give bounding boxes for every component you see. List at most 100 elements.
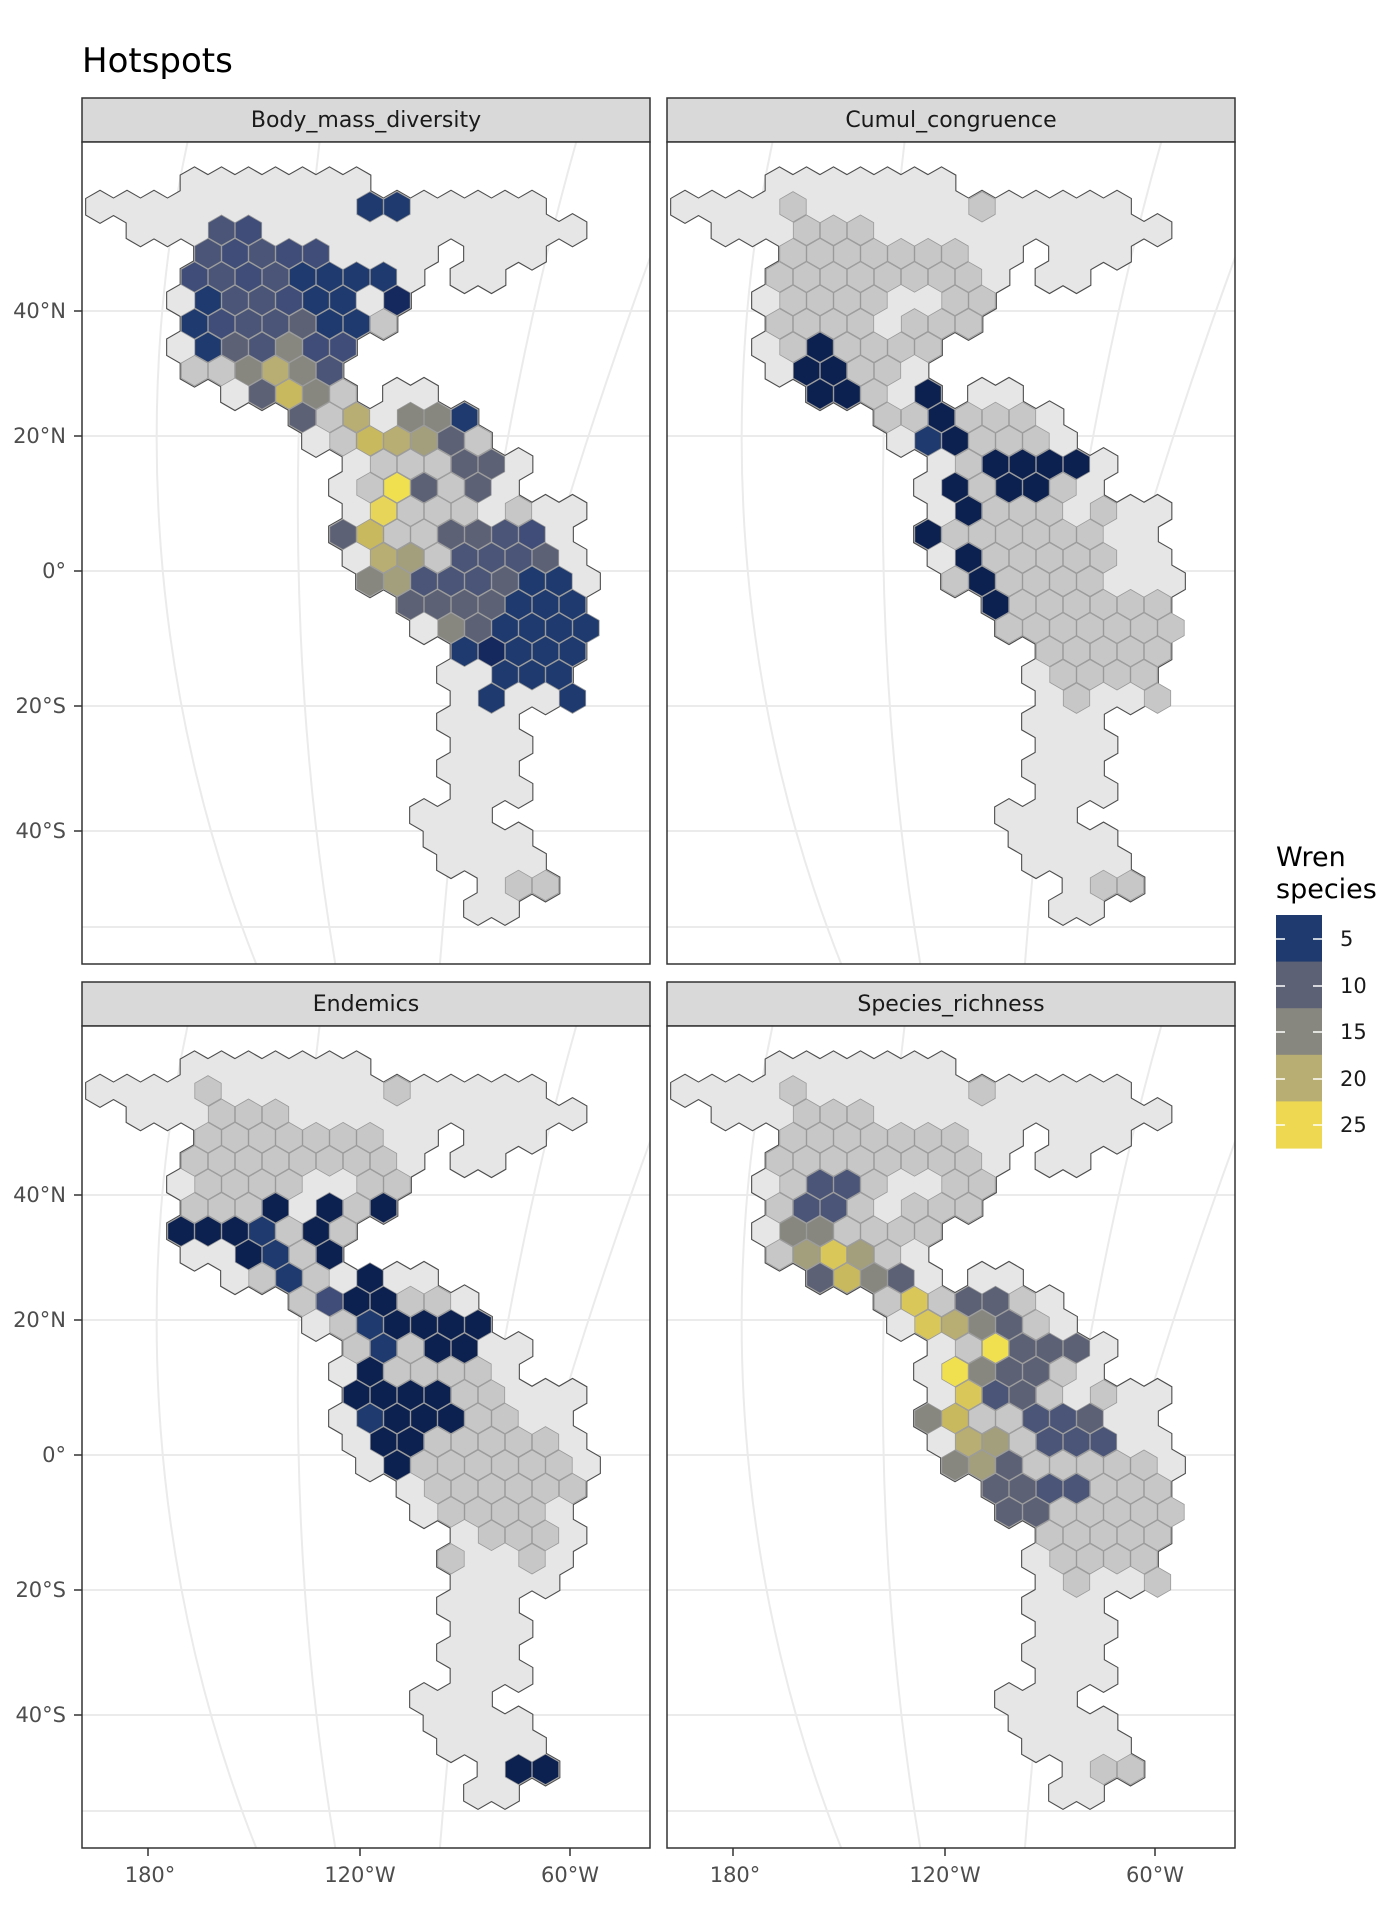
hex-cell [968, 471, 996, 504]
hex-cell [1035, 542, 1064, 574]
hex-cell [1035, 1426, 1064, 1458]
hex-cell [531, 1472, 560, 1505]
hex-cell [1008, 401, 1037, 434]
hex-cell [819, 308, 848, 340]
hex-cell [302, 237, 330, 270]
hex-cell [329, 1121, 357, 1154]
hex-cell [1103, 1543, 1131, 1575]
hex-cell [779, 1075, 807, 1107]
hex-cell [356, 191, 384, 223]
hex-cell [1130, 612, 1158, 644]
hex-cell [954, 261, 983, 293]
hex-cell [806, 1215, 834, 1247]
hex-cell [954, 308, 983, 340]
hex-cell [1062, 448, 1091, 480]
hex-cell [396, 495, 425, 527]
y-tick-label: 20°S [15, 1578, 66, 1602]
hex-cell [504, 542, 533, 574]
hex-cell [968, 425, 996, 457]
hex-cell [1143, 1566, 1172, 1598]
x-tick-label: 120°W [324, 1863, 396, 1887]
hex-cell [1035, 1472, 1064, 1505]
x-tick-label: 60°W [1126, 1863, 1184, 1887]
map-panel [667, 142, 1235, 964]
hex-cell [518, 1543, 546, 1575]
hex-cell [410, 518, 438, 551]
hex-cell [1022, 612, 1050, 644]
hex-cell [860, 1168, 888, 1201]
hex-cell [1076, 1543, 1104, 1575]
hex-cell [806, 378, 834, 410]
hex-cell [396, 448, 425, 480]
hex-cell [954, 448, 983, 480]
hex-cell [383, 1355, 411, 1388]
hex-cell [369, 1192, 398, 1224]
hex-cell [1022, 425, 1050, 457]
hex-cell [954, 1192, 983, 1224]
hex-cell [329, 284, 357, 317]
hex-cell [383, 191, 411, 223]
hex-cell [941, 565, 969, 597]
hex-cell [941, 1168, 969, 1201]
legend-break-label: 15 [1340, 1020, 1367, 1044]
hex-cell [504, 588, 533, 621]
hex-cell [288, 354, 317, 387]
hex-cell [846, 214, 875, 246]
hex-cell [1103, 659, 1131, 691]
hex-cell [846, 1098, 875, 1130]
hex-cell [833, 1168, 861, 1201]
hex-cell [1130, 1543, 1158, 1575]
hex-cell [194, 237, 222, 270]
facet-strip-label: Cumul_congruence [845, 108, 1056, 133]
hex-cell [356, 1262, 384, 1294]
hex-cell [1008, 448, 1037, 480]
hex-cell [846, 261, 875, 293]
hex-cell [941, 471, 969, 504]
hex-cell [248, 1262, 276, 1294]
hex-cell [275, 284, 303, 317]
hex-cell [887, 1121, 915, 1154]
hex-cell [927, 261, 956, 293]
hex-cell [423, 542, 452, 574]
hex-cell [369, 1426, 398, 1458]
hex-cell [792, 308, 821, 340]
hex-cell [221, 237, 249, 270]
hex-cell [531, 1519, 560, 1552]
hex-cell [504, 1753, 533, 1786]
hex-cell [914, 518, 942, 551]
hex-cell [1089, 588, 1118, 621]
hex-cell [1008, 1285, 1037, 1318]
hex-cell [464, 612, 492, 644]
hex-cell [248, 237, 276, 270]
hex-cell [558, 635, 587, 668]
hex-cell [968, 1449, 996, 1481]
hex-cell [329, 425, 357, 457]
hex-cell [194, 1215, 222, 1247]
hex-cell [423, 1285, 452, 1318]
facet-panel-body-mass-diversity: Body_mass_diversity [81, 97, 651, 965]
hex-cell [1049, 1543, 1077, 1575]
hex-cell [792, 1238, 821, 1271]
hex-cell [927, 308, 956, 340]
figure-title: Hotspots [82, 41, 233, 81]
legend-break-label: 5 [1340, 927, 1353, 951]
hex-cell [234, 214, 263, 246]
hex-cell [1022, 1309, 1050, 1341]
hex-cell [806, 1262, 834, 1294]
hex-cell [927, 401, 956, 434]
hex-cell [207, 1192, 236, 1224]
hex-cell [369, 542, 398, 574]
hex-cell [806, 284, 834, 317]
hex-cell [410, 471, 438, 504]
hex-cell [437, 612, 465, 644]
hex-cell [873, 1238, 902, 1271]
y-tick-label: 40°S [15, 819, 66, 843]
hex-cell [477, 1426, 506, 1458]
hex-cell [369, 448, 398, 480]
hex-cell [207, 214, 236, 246]
hex-cell [981, 495, 1010, 527]
hex-cell [833, 284, 861, 317]
hex-cell [765, 308, 794, 340]
hex-cell [900, 308, 929, 340]
